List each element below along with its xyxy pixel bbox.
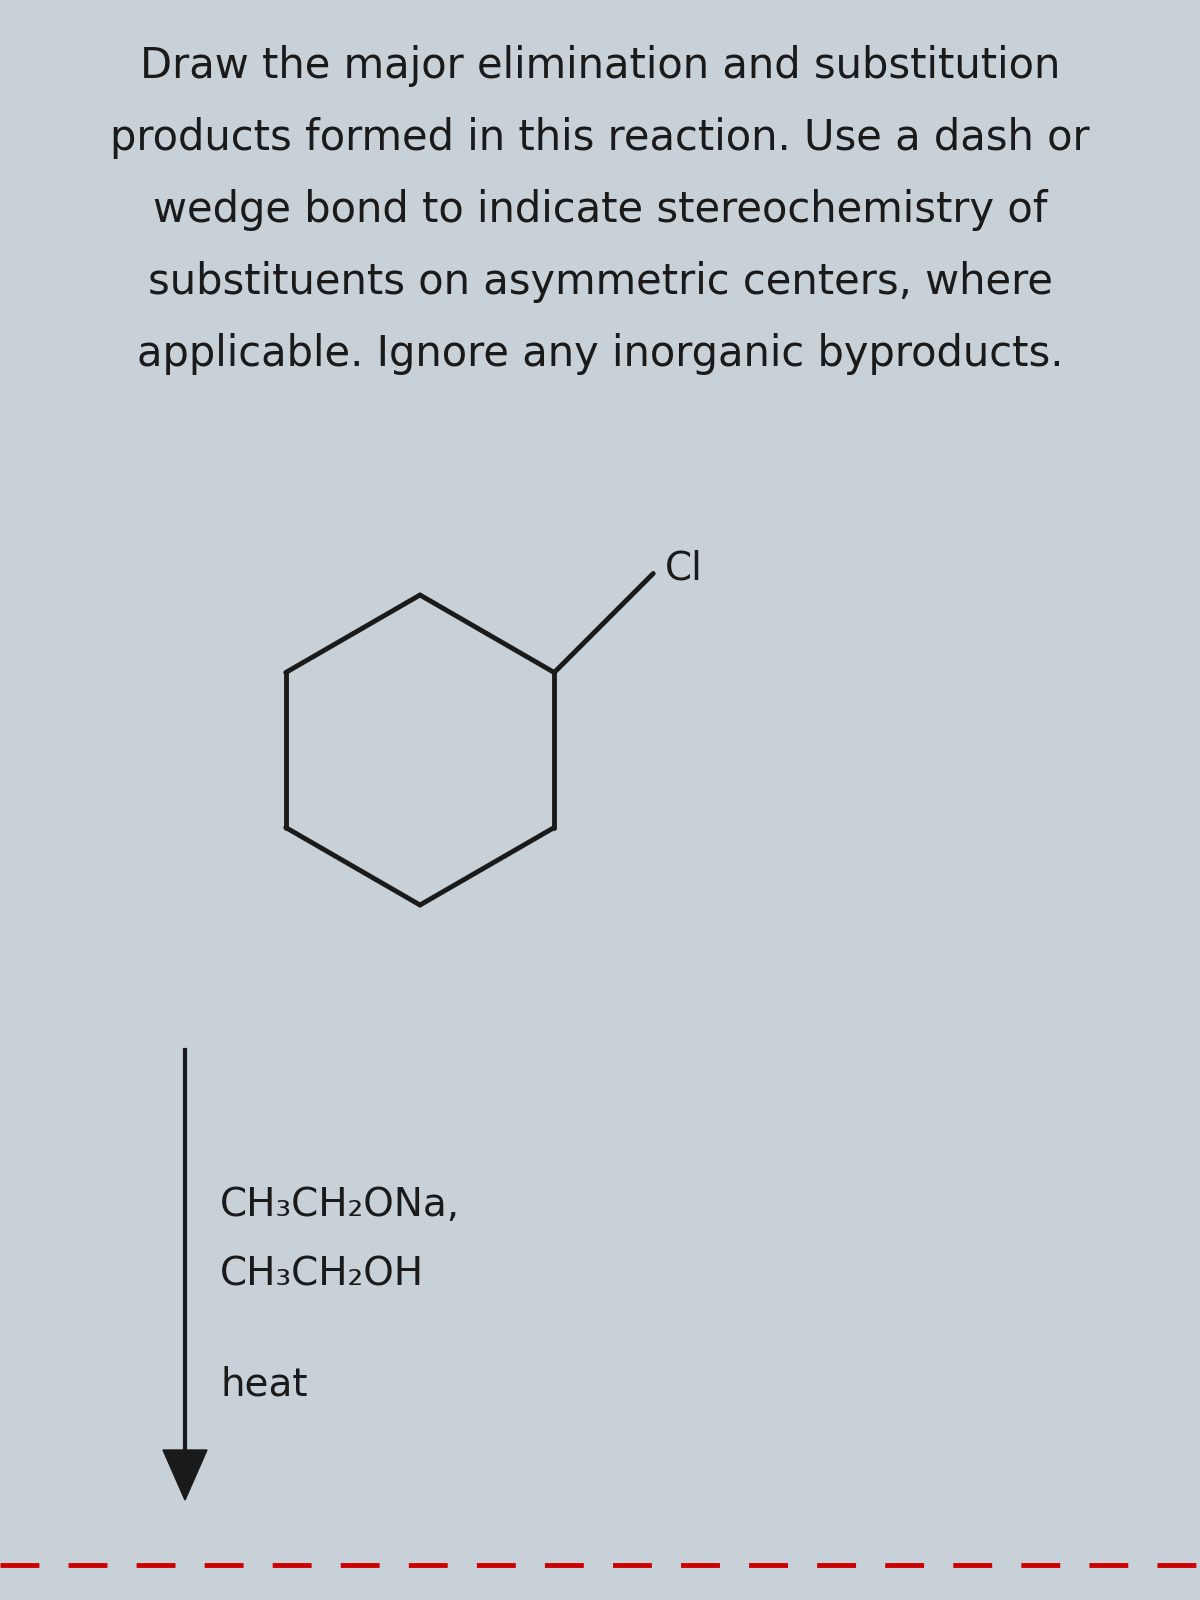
Text: Draw the major elimination and substitution: Draw the major elimination and substitut…	[140, 45, 1060, 86]
Text: substituents on asymmetric centers, where: substituents on asymmetric centers, wher…	[148, 261, 1052, 302]
Text: applicable. Ignore any inorganic byproducts.: applicable. Ignore any inorganic byprodu…	[137, 333, 1063, 374]
Text: heat: heat	[220, 1366, 307, 1405]
Text: Cl: Cl	[665, 549, 703, 587]
Text: CH₃CH₂OH: CH₃CH₂OH	[220, 1256, 424, 1294]
Text: wedge bond to indicate stereochemistry of: wedge bond to indicate stereochemistry o…	[152, 189, 1048, 230]
Text: products formed in this reaction. Use a dash or: products formed in this reaction. Use a …	[110, 117, 1090, 158]
Polygon shape	[163, 1450, 208, 1501]
Text: CH₃CH₂ONa,: CH₃CH₂ONa,	[220, 1186, 460, 1224]
